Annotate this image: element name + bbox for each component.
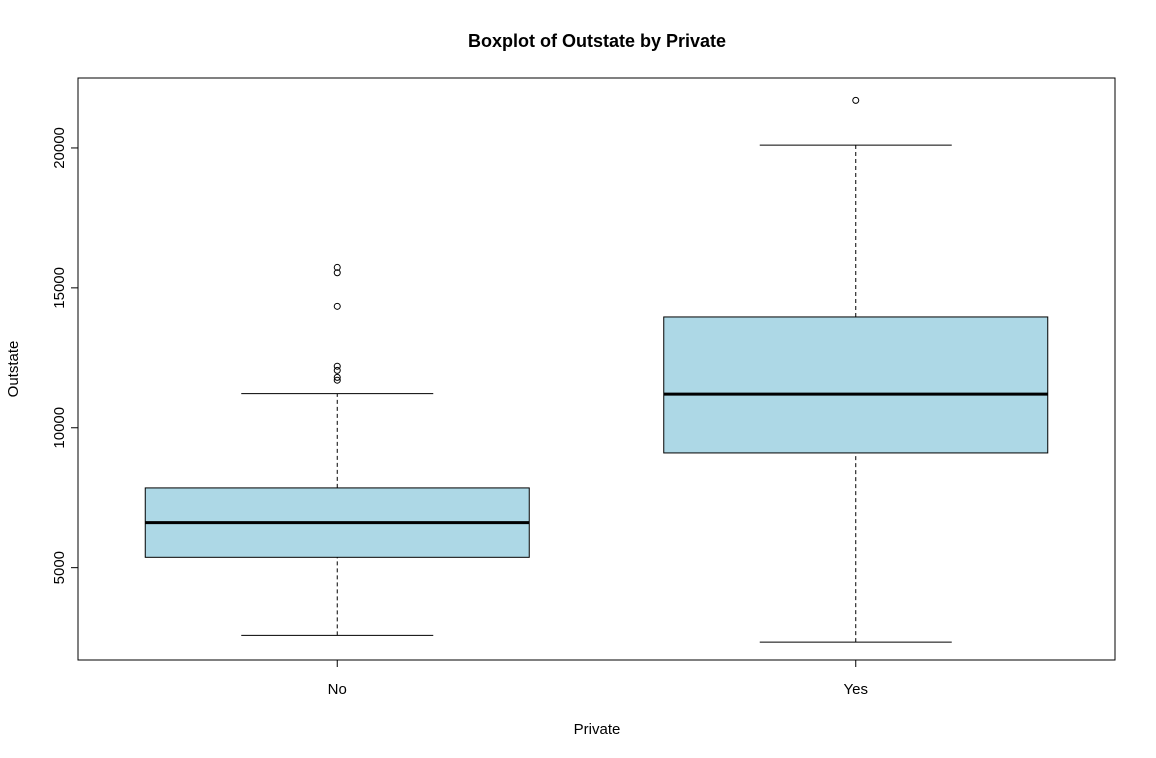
plot-frame <box>77 77 1116 661</box>
y-axis-label: Outstate <box>5 341 22 398</box>
y-tick-label: 10000 <box>51 407 68 449</box>
outlier-point <box>333 376 341 384</box>
y-tick-label: 5000 <box>51 551 68 584</box>
x-axis-label: Private <box>574 721 621 738</box>
y-tick-label: 15000 <box>51 267 68 309</box>
box-yes <box>663 316 1049 454</box>
outlier-point <box>333 366 341 374</box>
outlier-point <box>852 96 860 104</box>
y-axis: 5000 10000 15000 20000 <box>51 127 78 584</box>
outlier-point <box>333 269 341 277</box>
chart-title: Boxplot of Outstate by Private <box>468 31 726 51</box>
outlier-point <box>333 362 341 370</box>
x-tick-label: Yes <box>844 681 868 698</box>
y-tick-label: 20000 <box>51 127 68 169</box>
outlier-point <box>333 302 341 310</box>
x-axis: No Yes <box>328 660 868 698</box>
outlier-point <box>333 263 341 271</box>
outlier-point <box>333 373 341 381</box>
boxes-group <box>144 96 1049 643</box>
x-tick-label: No <box>328 681 347 698</box>
